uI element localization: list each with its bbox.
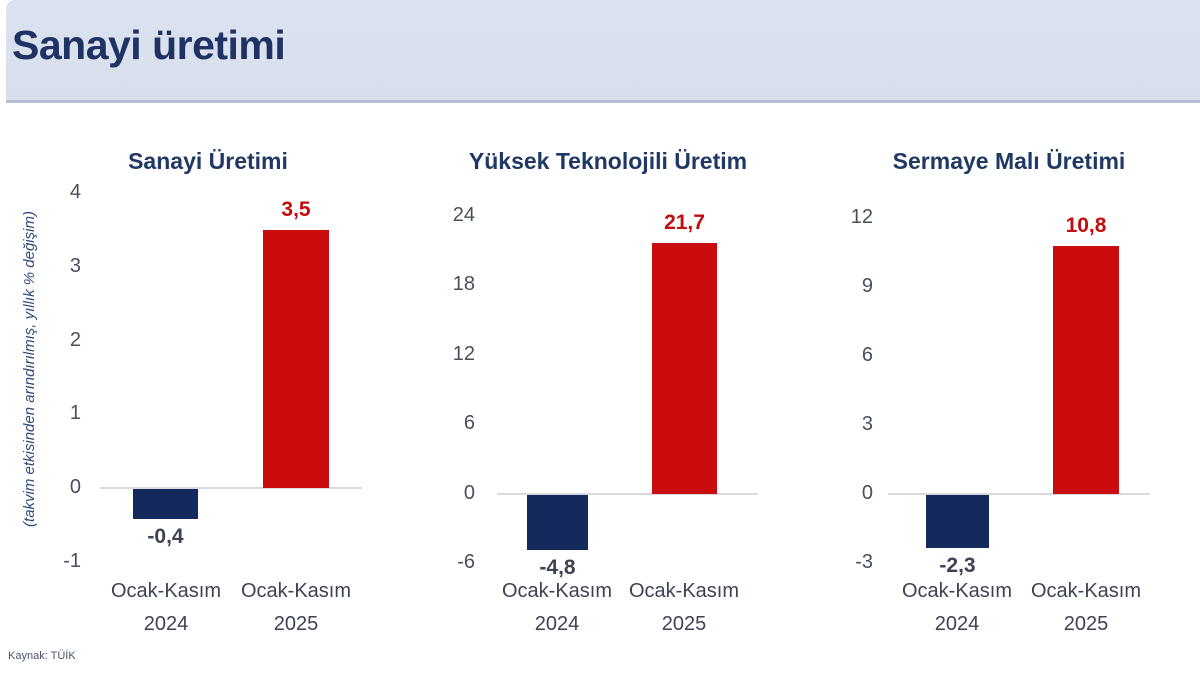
y-tick-label: 18 [452, 273, 475, 296]
source-note: Kaynak: TÜİK [8, 650, 76, 662]
y-tick-label: 6 [861, 344, 873, 366]
y-tick-label: 0 [69, 476, 81, 499]
category-label: Ocak-Kasım 2024 [110, 580, 222, 635]
y-tick-label: -6 [457, 551, 475, 573]
bar-2025 [1053, 245, 1119, 494]
header-band [6, 0, 1200, 103]
y-tick-label: 6 [463, 412, 475, 435]
chart-title-yuksek-teknolojili-uretim: Yüksek Teknolojili Üretim [468, 148, 748, 174]
category-label: Ocak-Kasım 2025 [628, 580, 740, 635]
y-tick-label: 0 [463, 481, 475, 504]
y-tick-label: 4 [69, 181, 81, 203]
bar-2025 [263, 229, 329, 489]
value-label: 10,8 [1065, 213, 1107, 237]
chart-title-sermaye-mali-uretimi: Sermaye Malı Üretimi [892, 148, 1126, 174]
y-tick-label: 0 [861, 482, 873, 504]
category-label: Ocak-Kasım 2025 [1030, 580, 1142, 635]
value-label: -0,4 [147, 524, 184, 548]
bar-2025 [652, 242, 717, 494]
y-tick-label: -3 [855, 551, 873, 573]
zero-axis-line [888, 493, 1150, 495]
y-tick-label: 24 [452, 204, 475, 226]
y-tick-label: 12 [850, 206, 873, 228]
zero-axis-line [100, 487, 362, 490]
y-tick-label: 12 [452, 342, 475, 365]
bar-2024 [926, 495, 989, 548]
category-label: Ocak-Kasım 2024 [901, 580, 1013, 635]
category-label: Ocak-Kasım 2025 [240, 580, 352, 635]
zero-axis-line [497, 492, 758, 495]
value-label: 21,7 [664, 210, 705, 234]
category-label: Ocak-Kasım 2024 [501, 580, 613, 635]
y-tick-label: 3 [69, 254, 81, 277]
y-tick-label: 1 [69, 402, 81, 425]
bar-2024 [133, 489, 198, 519]
value-label: -2,3 [939, 553, 976, 577]
bar-2024 [527, 494, 588, 551]
y-tick-label: -1 [63, 550, 81, 572]
value-label: -4,8 [539, 556, 576, 580]
y-tick-label: 3 [861, 413, 873, 435]
y-tick-label: 2 [69, 328, 81, 351]
page-title: Sanayi üretimi [12, 22, 286, 68]
chart-title-sanayi-uretimi: Sanayi Üretimi [128, 148, 288, 174]
y-tick-label: 9 [861, 275, 873, 297]
value-label: 3,5 [281, 197, 311, 221]
